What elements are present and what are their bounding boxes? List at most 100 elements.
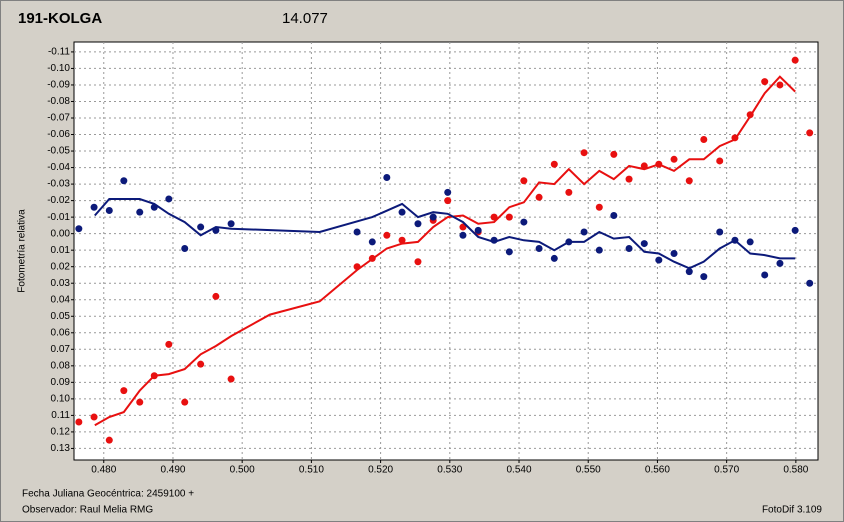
y-tick-label: 0.10	[51, 394, 71, 405]
y-tick-label: -0.01	[47, 212, 70, 223]
y-tick-label: -0.09	[47, 80, 70, 91]
data-point	[550, 254, 558, 262]
y-axis-label: Fotometría relativa	[17, 209, 28, 293]
x-tick-label: 0.560	[645, 465, 670, 476]
y-tick-label: 0.06	[51, 327, 71, 338]
x-tick-label: 0.490	[160, 465, 185, 476]
data-point	[505, 213, 513, 221]
data-point	[580, 228, 588, 236]
data-point	[685, 177, 693, 185]
data-point	[75, 225, 83, 233]
data-point	[791, 226, 799, 234]
y-tick-label: -0.06	[47, 129, 70, 140]
data-point	[535, 193, 543, 201]
data-point	[398, 208, 406, 216]
y-tick-label: -0.10	[47, 63, 70, 74]
data-point	[136, 208, 144, 216]
y-tick-label: -0.08	[47, 96, 70, 107]
data-point	[398, 236, 406, 244]
x-tick-label: 0.550	[576, 465, 601, 476]
y-tick-label: 0.01	[51, 245, 71, 256]
data-point	[520, 218, 528, 226]
data-point	[640, 240, 648, 248]
data-point	[716, 228, 724, 236]
y-tick-label: 0.11	[51, 410, 70, 421]
y-tick-label: -0.05	[47, 146, 70, 157]
y-tick-label: 0.05	[51, 311, 71, 322]
data-point	[806, 279, 814, 287]
data-point	[75, 418, 83, 426]
data-point	[655, 256, 663, 264]
data-point	[761, 271, 769, 279]
footer-note: Fecha Juliana Geocéntrica: 2459100 +	[22, 489, 194, 500]
data-point	[459, 223, 467, 231]
y-tick-label: -0.04	[47, 162, 70, 173]
data-point	[90, 203, 98, 211]
data-point	[165, 195, 173, 203]
y-tick-label: 0.08	[51, 360, 71, 371]
data-point	[105, 207, 113, 215]
x-tick-label: 0.540	[507, 465, 532, 476]
data-point	[535, 245, 543, 253]
footer-note: Observador: Raul Melia RMG	[22, 505, 153, 516]
data-point	[490, 213, 498, 221]
y-tick-label: -0.07	[47, 113, 70, 124]
data-point	[90, 413, 98, 421]
y-tick-label: 0.00	[51, 228, 71, 239]
data-point	[474, 226, 482, 234]
y-tick-label: -0.03	[47, 179, 70, 190]
plot-area	[73, 41, 819, 461]
data-point	[685, 268, 693, 276]
data-point	[550, 160, 558, 168]
data-point	[670, 249, 678, 257]
data-point	[505, 248, 513, 256]
trend-line	[94, 75, 796, 427]
data-point	[227, 220, 235, 228]
data-point	[565, 188, 573, 196]
data-point	[791, 56, 799, 64]
data-point	[625, 175, 633, 183]
data-point	[746, 238, 754, 246]
y-tick-label: 0.03	[51, 278, 71, 289]
data-point	[105, 436, 113, 444]
data-point	[776, 81, 784, 89]
footer-note: FotoDif 3.109	[762, 505, 822, 516]
data-point	[429, 213, 437, 221]
data-point	[181, 245, 189, 253]
data-point	[383, 231, 391, 239]
data-point	[459, 231, 467, 239]
data-point	[444, 197, 452, 205]
data-point	[120, 387, 128, 395]
data-point	[670, 155, 678, 163]
data-point	[197, 360, 205, 368]
data-point	[368, 238, 376, 246]
x-tick-label: 0.570	[714, 465, 739, 476]
x-tick-label: 0.530	[437, 465, 462, 476]
y-tick-label: 0.09	[51, 377, 71, 388]
data-point	[227, 375, 235, 383]
data-point	[776, 259, 784, 267]
y-tick-label: 0.02	[51, 261, 71, 272]
y-tick-label: 0.13	[51, 443, 71, 454]
data-point	[212, 292, 220, 300]
y-tick-label: 0.04	[51, 294, 71, 305]
chart-title: 191-KOLGA	[18, 10, 102, 27]
data-point	[165, 340, 173, 348]
data-point	[414, 258, 422, 266]
x-tick-label: 0.580	[783, 465, 808, 476]
data-point	[700, 135, 708, 143]
y-tick-label: 0.07	[51, 344, 71, 355]
y-tick-label: 0.12	[51, 427, 71, 438]
data-point	[761, 78, 769, 86]
y-tick-label: -0.02	[47, 195, 70, 206]
data-point	[197, 223, 205, 231]
data-point	[353, 228, 361, 236]
y-tick-label: -0.11	[48, 47, 70, 58]
data-point	[700, 273, 708, 281]
x-tick-label: 0.510	[299, 465, 324, 476]
x-tick-label: 0.480	[91, 465, 116, 476]
x-tick-label: 0.520	[368, 465, 393, 476]
data-point	[181, 398, 189, 406]
